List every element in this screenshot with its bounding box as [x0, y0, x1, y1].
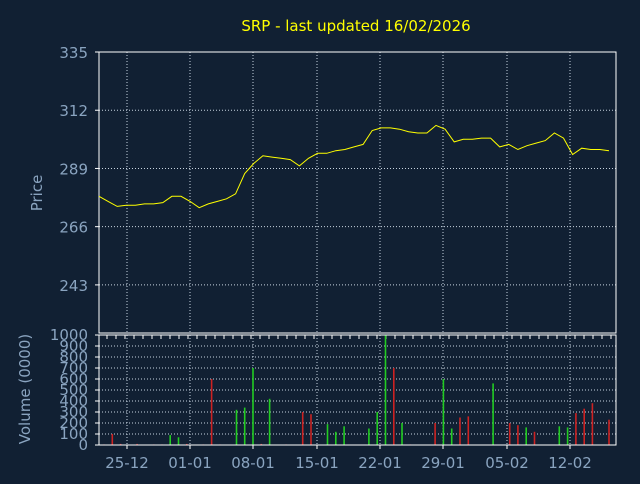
x-axis: 25-12 01-01 08-01 15-01 22-01 29-01 05-02 12-02: [105, 445, 592, 472]
x-tick-label: 01-01: [168, 454, 212, 472]
price-tick-label: 243: [59, 277, 88, 295]
x-tick-label: 12-02: [548, 454, 592, 472]
volume-tick-label: 600: [59, 370, 88, 388]
price-tick-label: 312: [59, 102, 88, 120]
price-line: [98, 124, 610, 209]
volume-tick-label: 200: [59, 414, 88, 432]
x-tick-label: 15-01: [295, 454, 339, 472]
price-panel: 335 312 289 266 243: [59, 44, 617, 334]
volume-tick-label: 1000: [50, 326, 88, 344]
volume-tick-label: 800: [59, 348, 88, 366]
volume-tick-label: 400: [59, 392, 88, 410]
volume-axis-label: Volume (0000): [16, 334, 34, 444]
volume-frame: [98, 334, 617, 446]
price-tick-label: 266: [59, 219, 88, 237]
x-tick-label: 29-01: [421, 454, 465, 472]
volume-tick-label: 0: [78, 436, 88, 454]
volume-tick-label: 900: [59, 337, 88, 355]
x-tick-label: 22-01: [358, 454, 402, 472]
chart-title: SRP - last updated 16/02/2026: [241, 17, 470, 35]
price-frame: [98, 51, 617, 334]
volume-tick-label: 100: [59, 425, 88, 443]
volume-tick-label: 500: [59, 381, 88, 399]
price-tick-label: 335: [59, 44, 88, 62]
x-tick-label: 25-12: [105, 454, 149, 472]
volume-tick-label: 700: [59, 359, 88, 377]
x-tick-label: 08-01: [231, 454, 275, 472]
price-axis-label: Price: [28, 175, 46, 212]
x-tick-label: 05-02: [485, 454, 529, 472]
volume-tick-label: 300: [59, 403, 88, 421]
price-tick-label: 289: [59, 160, 88, 178]
